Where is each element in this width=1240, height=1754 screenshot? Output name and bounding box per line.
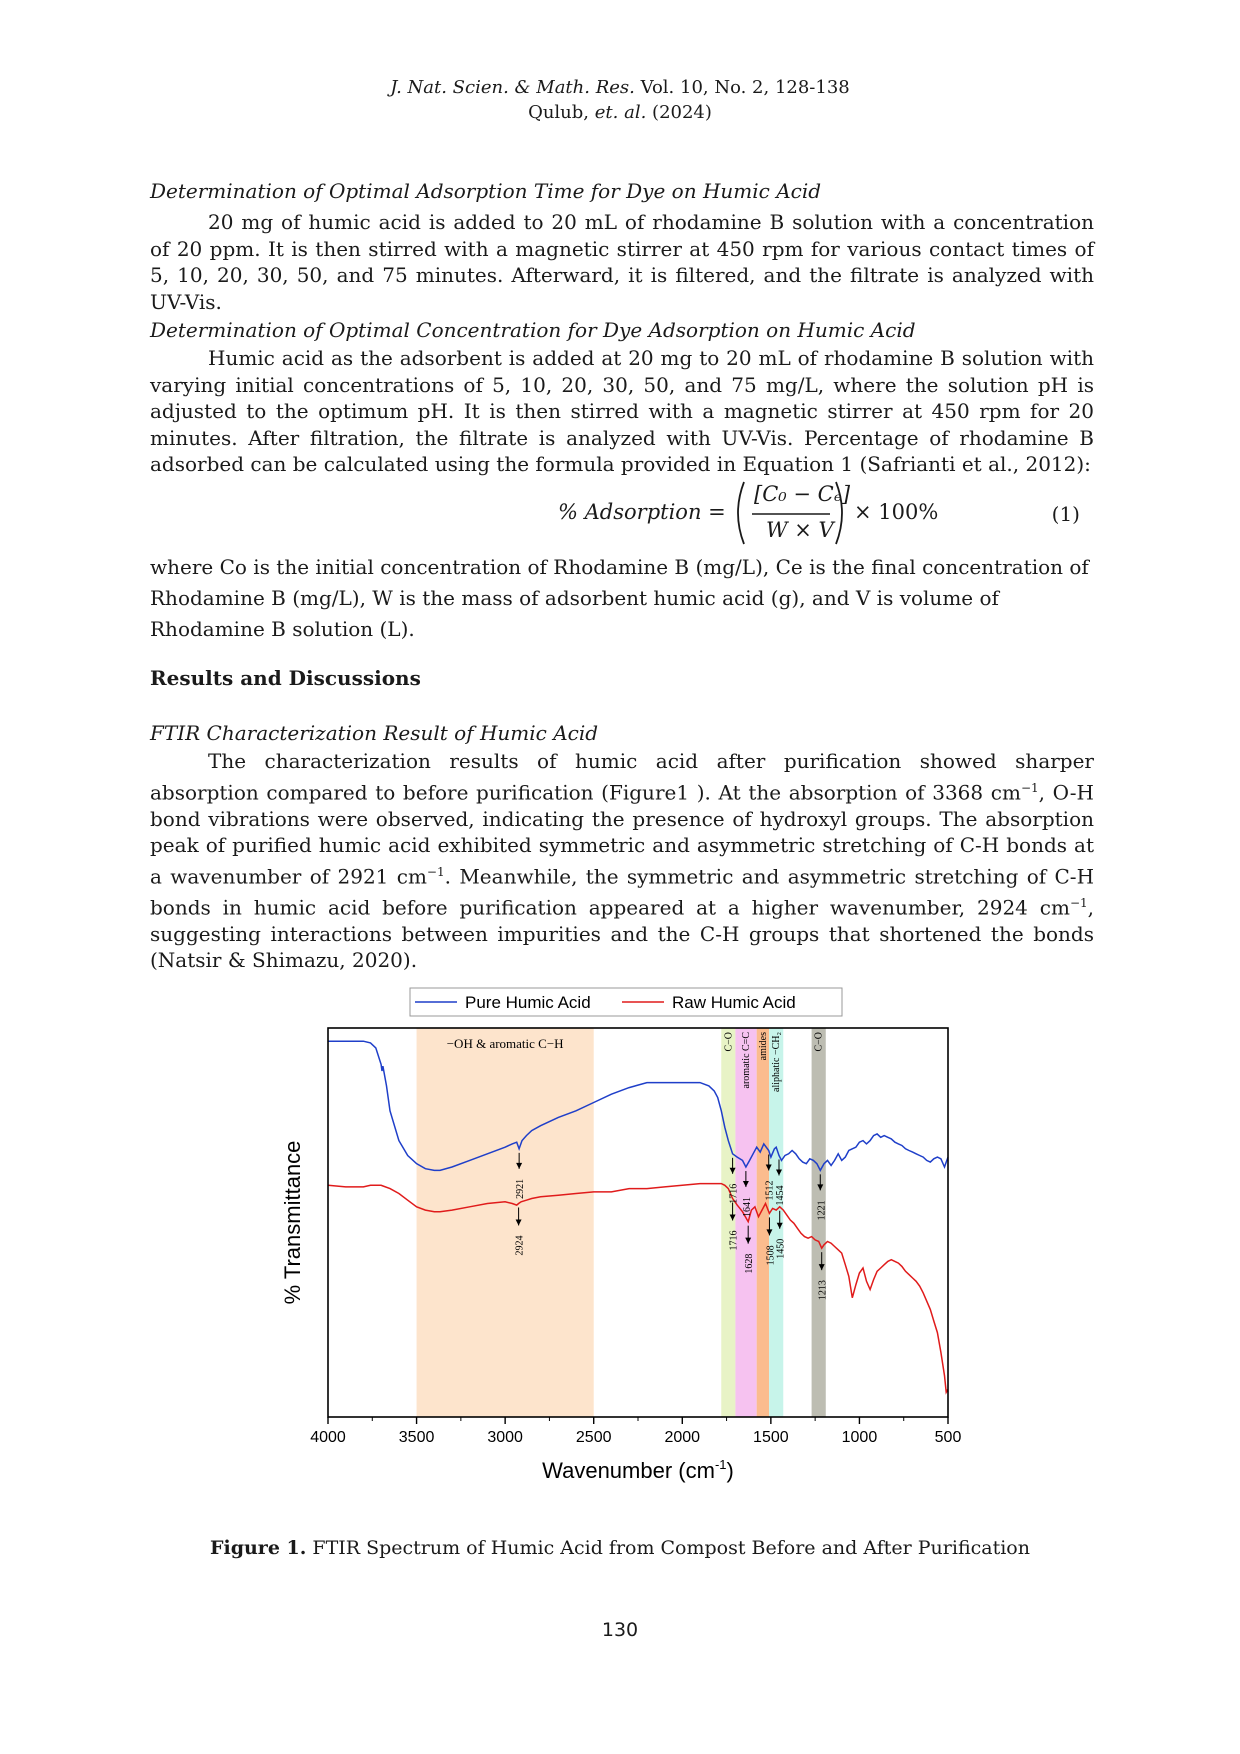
raw-peak-label-2: 1628: [744, 1254, 755, 1274]
x-tick-label-5: 1500: [753, 1429, 789, 1446]
ftir-text-4: , suggesting interactions between impuri…: [150, 895, 1094, 973]
raw-peak-label-4: 1450: [776, 1239, 787, 1259]
legend-label-1: Raw Humic Acid: [672, 993, 796, 1012]
band-3: [756, 1028, 770, 1417]
pure-peak-label-4: 1454: [775, 1185, 786, 1205]
pure-peak-arrow-0: [516, 1162, 523, 1169]
superscript: −1: [426, 864, 445, 879]
x-tick-label-4: 2000: [664, 1429, 700, 1446]
band-0: [416, 1028, 594, 1417]
x-tick-label-2: 3000: [487, 1429, 523, 1446]
running-header-journal: J. Nat. Scien. & Math. Res. Vol. 10, No.…: [0, 76, 1240, 100]
raw-peak-arrow-5: [818, 1264, 825, 1271]
paragraph-adsorption-time: 20 mg of humic acid is added to 20 mL of…: [150, 209, 1094, 315]
band-label-3: amides: [758, 1032, 769, 1060]
raw-peak-label-3: 1508: [765, 1245, 776, 1265]
section-title-ftir: FTIR Characterization Result of Humic Ac…: [150, 721, 599, 745]
raw-peak-label-1: 1716: [729, 1230, 740, 1250]
raw-peak-label-5: 1213: [818, 1280, 829, 1300]
etal: et. al.: [594, 102, 647, 123]
pure-peak-label-3: 1512: [765, 1180, 776, 1200]
superscript: −1: [1020, 780, 1039, 795]
paragraph-text: Humic acid as the adsorbent is added at …: [150, 346, 1094, 476]
band-label-2: aromatic C=C: [741, 1032, 752, 1089]
band-4: [769, 1028, 784, 1417]
band-label-0: −OH & aromatic C−H: [447, 1036, 564, 1051]
chart-legend: Pure Humic Acid Raw Humic Acid: [409, 987, 843, 1017]
chart-series: [327, 1040, 949, 1395]
raw-peak-arrow-4: [776, 1222, 783, 1229]
chart-bands: −OH & aromatic C−H C−O aromatic C=C amides a…: [416, 1028, 826, 1417]
journal-volume: Vol. 10, No. 2, 128-138: [640, 77, 850, 98]
raw-peak-arrow-1: [729, 1214, 736, 1221]
x-tick-label-0: 4000: [310, 1429, 346, 1446]
raw-peak-arrow-3: [766, 1229, 773, 1236]
section-title-adsorption-time: Determination of Optimal Adsorption Time…: [150, 179, 822, 203]
equation-number: (1): [1051, 502, 1080, 526]
x-axis-label-sup: -1: [715, 1457, 727, 1472]
equation-denominator: W × V: [766, 518, 834, 542]
series-line-0: [328, 1040, 949, 1173]
pure-peak-label-2: 1641: [742, 1197, 753, 1217]
x-axis-label-main: Wavenumber (cm: [542, 1458, 715, 1483]
equation-lhs: % Adsorption =: [558, 500, 726, 524]
caption-text: FTIR Spectrum of Humic Acid from Compost…: [306, 1537, 1030, 1559]
paragraph-ftir: The characterization results of humic ac…: [150, 748, 1094, 974]
band-1: [721, 1028, 736, 1417]
equation-1: % Adsorption = [C₀ − Cₑ] W × V × 100% (1…: [150, 478, 1094, 548]
pure-peak-arrow-1: [729, 1167, 736, 1174]
x-axis-label-end: ): [727, 1458, 734, 1483]
ftir-text-1: The characterization results of humic ac…: [150, 749, 1094, 805]
paragraph-concentration: Humic acid as the adsorbent is added at …: [150, 345, 1094, 478]
ftir-chart: −OH & aromatic C−H C−O aromatic C=C amides a…: [280, 987, 961, 1483]
figure-caption: Figure 1. FTIR Spectrum of Humic Acid fr…: [0, 1537, 1240, 1559]
superscript: −1: [1069, 895, 1088, 910]
year: (2024): [652, 102, 712, 123]
band-5: [811, 1028, 826, 1417]
band-label-4: aliphatic −CH₂: [771, 1032, 782, 1092]
pure-peak-label-1: 1716: [729, 1184, 740, 1204]
x-axis-ticks: 4000 3500 3000 2500 2000 1500 1000 500: [310, 1417, 961, 1446]
band-label-1: C−O: [723, 1032, 734, 1052]
paragraph-text: 20 mg of humic acid is added to 20 mL of…: [150, 210, 1094, 314]
x-tick-label-7: 500: [935, 1429, 962, 1446]
section-title-concentration: Determination of Optimal Concentration f…: [150, 318, 916, 342]
pure-peak-label-0: 2921: [515, 1179, 526, 1199]
pure-peak-arrow-4: [776, 1169, 783, 1176]
equation-numerator: [C₀ − Cₑ]: [754, 482, 851, 506]
raw-peak-arrow-0: [515, 1219, 522, 1226]
legend-label-0: Pure Humic Acid: [465, 993, 591, 1012]
x-tick-label-3: 2500: [576, 1429, 612, 1446]
x-tick-label-6: 1000: [842, 1429, 878, 1446]
x-axis-label: Wavenumber (cm-1): [542, 1457, 734, 1483]
pure-peak-arrow-5: [817, 1184, 824, 1191]
running-header-authors: Qulub, et. al. (2024): [0, 101, 1240, 125]
ftir-text-2: , O-H bond vibrations were observed, ind…: [150, 780, 1094, 889]
x-tick-label-1: 3500: [399, 1429, 435, 1446]
caption-label: Figure 1.: [210, 1537, 307, 1559]
series-line-1: [327, 1182, 949, 1395]
paragraph-where: where Co is the initial concentration of…: [150, 555, 1089, 641]
ftir-text-3: . Meanwhile, the symmetric and asymmetri…: [150, 864, 1095, 920]
equation-fraction: [737, 481, 843, 545]
band-label-5: C−O: [814, 1032, 825, 1052]
band-2: [735, 1028, 757, 1417]
pure-peak-arrow-3: [765, 1164, 772, 1171]
pure-peak-label-5: 1221: [816, 1200, 827, 1220]
raw-peak-arrow-2: [745, 1237, 752, 1244]
equation-factor: × 100%: [854, 500, 939, 524]
pure-peak-arrow-2: [742, 1181, 749, 1188]
journal-name: J. Nat. Scien. & Math. Res.: [390, 77, 635, 98]
results-title: Results and Discussions: [150, 666, 421, 690]
page-number: 130: [601, 1619, 639, 1641]
y-axis-label: % Transmittance: [280, 1141, 305, 1305]
authors: Qulub,: [528, 102, 590, 123]
raw-peak-label-0: 2924: [515, 1235, 526, 1255]
